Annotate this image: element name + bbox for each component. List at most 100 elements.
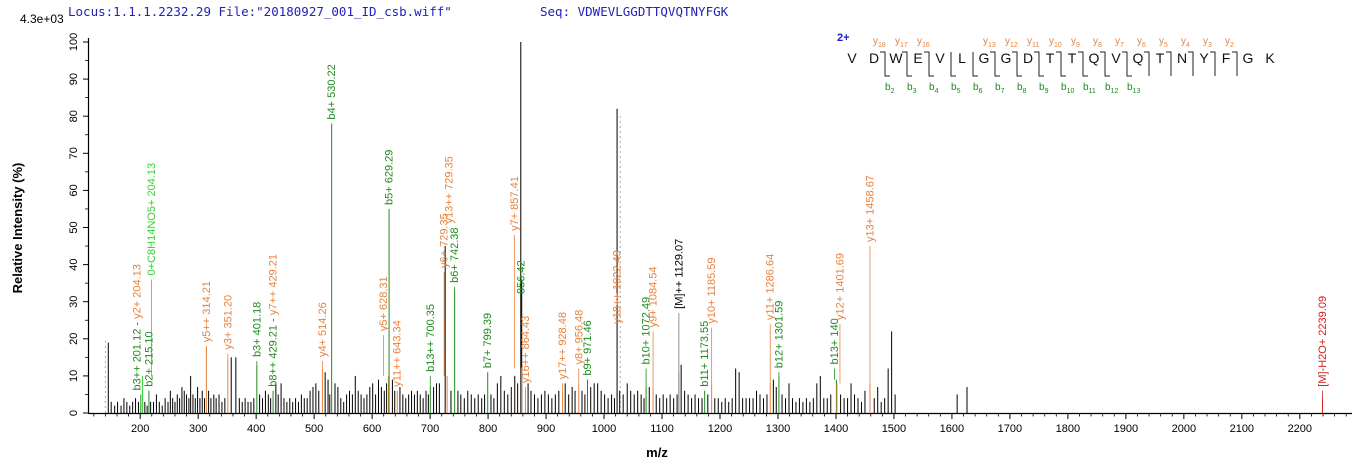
y-ion-label: y9: [1071, 36, 1080, 49]
b-ion-label: b6: [973, 82, 983, 95]
svg-text:0: 0: [68, 410, 80, 416]
residue-letter: V: [847, 50, 857, 66]
b-ion-label: b12: [1105, 82, 1119, 95]
svg-text:y6+ 729.35: y6+ 729.35: [439, 213, 451, 268]
svg-text:70: 70: [68, 147, 80, 159]
y-ion-label: y2: [1225, 36, 1234, 49]
svg-text:b8++ 429.21 - y7++ 429.21: b8++ 429.21 - y7++ 429.21: [268, 254, 280, 387]
svg-text:y10+ 1185.59: y10+ 1185.59: [706, 257, 718, 323]
svg-text:1500: 1500: [882, 423, 906, 435]
svg-text:2100: 2100: [1230, 423, 1254, 435]
svg-text:[M]-H2O+ 2239.09: [M]-H2O+ 2239.09: [1317, 296, 1329, 387]
b-ion-label: b8: [1017, 82, 1027, 95]
svg-text:b4+ 530.22: b4+ 530.22: [326, 64, 338, 119]
svg-text:b13+ 140: b13+ 140: [829, 318, 841, 364]
residue-letter: D: [868, 50, 880, 66]
svg-text:b2+ 215.10: b2+ 215.10: [143, 331, 155, 386]
y-ion-label: y4: [1181, 36, 1190, 49]
svg-text:y5++ 314.21: y5++ 314.21: [201, 281, 213, 342]
svg-text:1000: 1000: [592, 423, 616, 435]
svg-text:400: 400: [247, 423, 265, 435]
y-ion-label: y11: [1027, 36, 1040, 49]
svg-text:900: 900: [537, 423, 555, 435]
svg-text:b9+ 971.46: b9+ 971.46: [582, 320, 594, 375]
fragment-cleavage-mark: [1122, 51, 1132, 77]
svg-text:[M]++ 1129.07: [M]++ 1129.07: [673, 239, 685, 309]
residue-letter: L: [958, 50, 966, 66]
svg-text:856.42: 856.42: [515, 260, 527, 294]
svg-text:y16++ 864.43: y16++ 864.43: [520, 316, 532, 383]
fragment-cleavage-mark: [1100, 51, 1110, 77]
svg-text:y11++ 643.34: y11++ 643.34: [392, 320, 404, 386]
svg-text:90: 90: [68, 73, 80, 85]
y-ion-label: y3: [1203, 36, 1212, 49]
svg-text:20: 20: [68, 333, 80, 345]
svg-text:b3+ 401.18: b3+ 401.18: [251, 302, 263, 357]
svg-text:200: 200: [131, 423, 149, 435]
svg-text:600: 600: [363, 423, 381, 435]
y-ion-label: y17: [895, 36, 908, 49]
y-axis-label: Relative Intensity (%): [10, 163, 25, 294]
fragment-cleavage-mark: [880, 51, 890, 77]
svg-text:y17++ 928.48: y17++ 928.48: [557, 312, 569, 379]
svg-text:y5+ 628.31: y5+ 628.31: [378, 276, 390, 331]
precursor-charge-label: 2+: [837, 32, 850, 44]
fragment-cleavage-mark: [1144, 51, 1150, 76]
residue-letter: G: [1000, 50, 1012, 66]
fragment-cleavage-mark: [1056, 51, 1066, 77]
y-ion-label: y18: [873, 36, 886, 49]
y-ion-label: y13: [983, 36, 996, 49]
axes: 200 300 400 500 600 700 800 900 1000 1100 1200 1300…: [10, 33, 1352, 460]
b-ion-label: b10: [1061, 82, 1075, 95]
x-axis-label: m/z: [646, 445, 668, 460]
svg-text:1700: 1700: [998, 423, 1022, 435]
y-ion-label: y8: [1093, 36, 1102, 49]
svg-text:1200: 1200: [708, 423, 732, 435]
svg-text:300: 300: [189, 423, 207, 435]
y-ion-label: y7: [1115, 36, 1124, 49]
svg-text:1600: 1600: [940, 423, 964, 435]
residue-letter: T: [1045, 50, 1055, 66]
fragment-cleavage-mark: [1210, 51, 1216, 76]
svg-text:y4+ 514.26: y4+ 514.26: [317, 302, 329, 357]
intensity-scale-label: 4.3e+03: [20, 12, 64, 26]
svg-text:y3+ 351.20: y3+ 351.20: [222, 295, 234, 350]
residue-letter: V: [935, 50, 945, 66]
svg-text:100: 100: [68, 33, 80, 51]
svg-text:y12+ 1401.69: y12+ 1401.69: [834, 253, 846, 320]
b-ion-label: b7: [995, 82, 1005, 95]
fragment-cleavage-mark: [1034, 51, 1044, 77]
fragment-cleavage-mark: [950, 52, 956, 77]
residue-letter: V: [1111, 50, 1121, 66]
fragment-cleavage-mark: [924, 51, 934, 77]
residue-letter: T: [1067, 50, 1077, 66]
svg-text:0+C8H14NO5+ 204.13: 0+C8H14NO5+ 204.13: [146, 163, 158, 276]
peaks: [107, 42, 1323, 413]
svg-text:10: 10: [68, 370, 80, 382]
svg-text:800: 800: [479, 423, 497, 435]
fragment-cleavage-mark: [1232, 51, 1238, 76]
svg-text:1100: 1100: [650, 423, 674, 435]
residue-letter: D: [1022, 50, 1034, 66]
residue-letter: E: [913, 50, 923, 66]
svg-text:1400: 1400: [824, 423, 848, 435]
svg-text:y9+ 1084.54: y9+ 1084.54: [648, 267, 660, 328]
svg-text:y11+ 1286.64: y11+ 1286.64: [765, 254, 777, 320]
residue-letter: K: [1265, 50, 1275, 66]
svg-text:2200: 2200: [1288, 423, 1312, 435]
svg-text:b7+ 799.39: b7+ 799.39: [482, 313, 494, 368]
fragment-cleavage-mark: [1166, 51, 1172, 76]
sequence-label: Seq: VDWEVLGGDTTQVQTNYFGK: [540, 4, 729, 19]
svg-text:1900: 1900: [1114, 423, 1138, 435]
residue-letter: W: [889, 50, 903, 66]
svg-text:80: 80: [68, 110, 80, 122]
svg-text:y13+ 1458.67: y13+ 1458.67: [864, 175, 876, 242]
b-ion-label: b5: [951, 82, 961, 95]
svg-text:y18++ 1022.49: y18++ 1022.49: [612, 250, 624, 323]
y-ion-label: y5: [1159, 36, 1168, 49]
svg-text:500: 500: [305, 423, 323, 435]
locus-file-label: Locus:1.1.1.2232.29 File:"20180927_001_I…: [68, 4, 452, 19]
fragment-cleavage-mark: [990, 51, 1000, 77]
